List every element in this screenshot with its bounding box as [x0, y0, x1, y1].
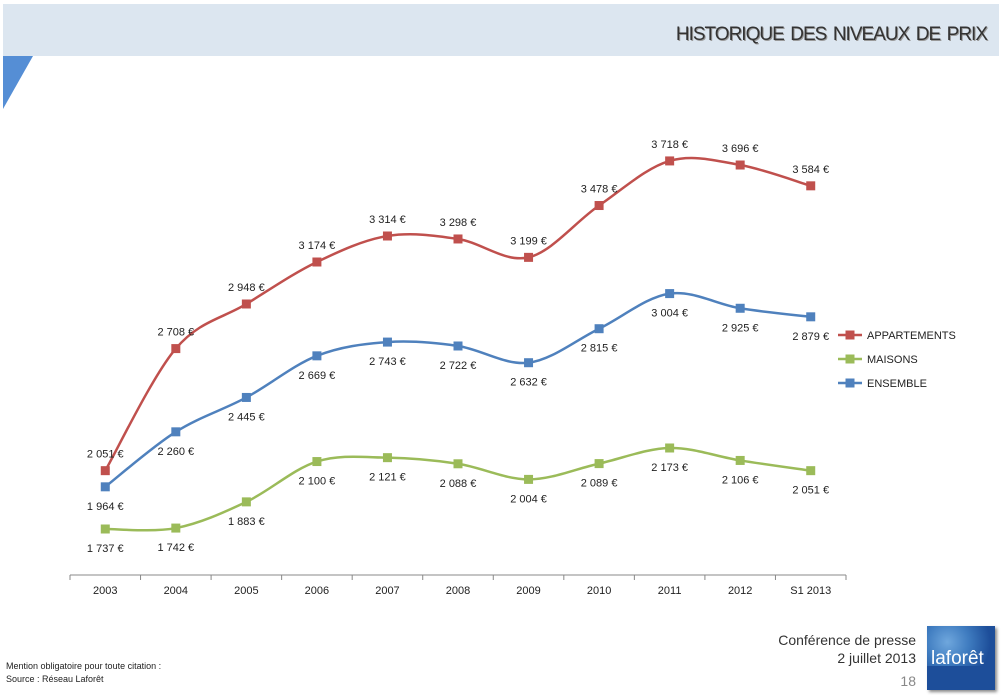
data-point — [806, 466, 816, 476]
data-point — [524, 474, 534, 484]
legend-label: APPARTEMENTS — [867, 330, 956, 342]
x-tick-label: 2003 — [93, 585, 117, 597]
data-label: 2 632 € — [510, 377, 547, 389]
data-label: 2 743 € — [369, 356, 406, 368]
data-point — [312, 351, 322, 361]
data-label: 2 088 € — [440, 478, 477, 490]
data-point — [594, 201, 604, 211]
x-tick-label: S1 2013 — [790, 585, 831, 597]
data-point — [241, 497, 251, 507]
data-point — [594, 459, 604, 469]
data-label: 2 004 € — [510, 493, 547, 505]
data-label: 1 742 € — [157, 542, 194, 554]
data-label: 2 106 € — [722, 474, 759, 486]
x-tick-label: 2004 — [164, 585, 188, 597]
data-label: 2 948 € — [228, 282, 265, 294]
data-label: 3 314 € — [369, 214, 406, 226]
data-label: 3 004 € — [651, 308, 688, 320]
data-label: 3 584 € — [792, 164, 829, 176]
page-title: Historique des niveaux de prix — [675, 16, 988, 46]
data-point — [100, 524, 110, 534]
data-point — [241, 392, 251, 402]
event-name: Conférence de presse — [778, 632, 916, 648]
data-point — [524, 252, 534, 262]
series-line-appartements — [104, 156, 812, 472]
data-label: 2 445 € — [228, 411, 265, 423]
data-label: 3 718 € — [651, 139, 688, 151]
event-info: Conférence de presse 2 juillet 2013 — [778, 631, 916, 667]
data-point — [171, 427, 181, 437]
x-tick-label: 2007 — [375, 585, 399, 597]
corner-decoration — [3, 56, 33, 109]
data-label: 2 925 € — [722, 322, 759, 334]
x-tick-label: 2006 — [305, 585, 329, 597]
mention-text: Mention obligatoire pour toute citation … — [6, 661, 162, 671]
data-label: 2 051 € — [87, 449, 124, 461]
data-point — [735, 455, 745, 465]
data-label: 3 696 € — [722, 143, 759, 155]
legend-label: MAISONS — [867, 354, 918, 366]
data-point — [594, 324, 604, 334]
data-label: 3 199 € — [510, 235, 547, 247]
data-point — [665, 443, 675, 453]
data-point — [382, 453, 392, 463]
data-point — [453, 341, 463, 351]
data-point — [312, 457, 322, 467]
data-point — [171, 344, 181, 354]
data-point — [735, 303, 745, 313]
data-point — [241, 299, 251, 309]
data-label: 2 708 € — [157, 327, 194, 339]
legend-label: ENSEMBLE — [867, 378, 927, 390]
data-point — [665, 289, 675, 299]
data-point — [453, 234, 463, 244]
x-tick-label: 2008 — [446, 585, 470, 597]
data-point — [806, 181, 816, 191]
data-point — [382, 337, 392, 347]
data-label: 2 722 € — [440, 360, 477, 372]
data-point — [312, 257, 322, 267]
data-point — [100, 482, 110, 492]
x-tick-label: 2010 — [587, 585, 611, 597]
header-bar: Historique des niveaux de prix — [3, 4, 999, 56]
source-text: Source : Réseau Laforêt — [6, 674, 104, 684]
event-date: 2 juillet 2013 — [837, 650, 916, 666]
laforet-logo: laforêt — [927, 626, 995, 690]
data-point — [100, 466, 110, 476]
x-tick-label: 2011 — [658, 585, 682, 597]
data-label: 1 883 € — [228, 516, 265, 528]
data-label: 2 100 € — [299, 476, 336, 488]
data-label: 2 815 € — [581, 343, 618, 355]
data-point — [524, 358, 534, 368]
page-number: 18 — [900, 673, 916, 689]
data-label: 1 964 € — [87, 501, 124, 513]
data-label: 3 174 € — [299, 240, 336, 252]
legend-marker — [845, 378, 855, 388]
data-point — [735, 160, 745, 170]
x-tick-label: 2005 — [234, 585, 258, 597]
data-point — [453, 459, 463, 469]
data-label: 2 051 € — [792, 485, 829, 497]
footer-note: Mention obligatoire pour toute citation … — [6, 660, 161, 686]
legend-marker — [845, 354, 855, 364]
data-label: 2 173 € — [651, 462, 688, 474]
data-point — [171, 523, 181, 533]
data-label: 1 737 € — [87, 543, 124, 555]
data-point — [806, 312, 816, 322]
data-point — [665, 156, 675, 166]
data-label: 2 879 € — [792, 331, 829, 343]
data-label: 2 121 € — [369, 472, 406, 484]
data-label: 2 669 € — [299, 370, 336, 382]
data-point — [382, 231, 392, 241]
data-label: 3 298 € — [440, 217, 477, 229]
data-label: 2 089 € — [581, 478, 618, 490]
x-tick-label: 2012 — [728, 585, 752, 597]
x-tick-label: 2009 — [516, 585, 540, 597]
data-label: 2 260 € — [157, 446, 194, 458]
legend-marker — [845, 330, 855, 340]
data-label: 3 478 € — [581, 184, 618, 196]
